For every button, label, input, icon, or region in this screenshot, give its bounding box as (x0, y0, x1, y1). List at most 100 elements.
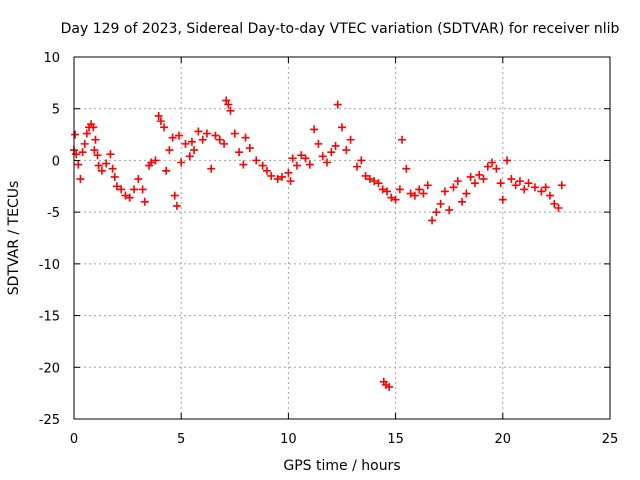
data-point (202, 129, 211, 138)
data-point (402, 164, 411, 173)
data-point (207, 164, 216, 173)
data-point (365, 175, 374, 184)
x-tick-label: 0 (70, 432, 78, 447)
y-tick-label: 10 (43, 51, 60, 66)
data-point (550, 199, 559, 208)
data-point (262, 166, 271, 175)
y-tick-label: -10 (39, 258, 60, 273)
y-tick-label: -15 (39, 310, 60, 325)
data-point (419, 189, 428, 198)
data-point (74, 160, 83, 169)
data-point (331, 141, 340, 150)
data-point (453, 177, 462, 186)
data-point (475, 170, 484, 179)
data-point (423, 181, 432, 190)
data-point (436, 199, 445, 208)
data-point (175, 131, 184, 140)
data-point (387, 193, 396, 202)
data-points (70, 96, 566, 391)
data-point (357, 156, 366, 165)
data-point (432, 208, 441, 217)
data-point (398, 135, 407, 144)
data-point (483, 162, 492, 171)
data-point (406, 189, 415, 198)
data-point (185, 152, 194, 161)
data-point (125, 193, 134, 202)
data-point (545, 191, 554, 200)
data-point (488, 158, 497, 167)
data-point (327, 148, 336, 157)
data-point (322, 158, 331, 167)
axis-ticks: 0 5 10 15 20 25 -25 -20 -15 -10 -5 0 5 10 (39, 51, 619, 447)
data-point (121, 191, 130, 200)
data-point (177, 158, 186, 167)
data-point (470, 179, 479, 188)
data-point (391, 195, 400, 204)
data-point (80, 139, 89, 148)
data-point (226, 106, 235, 115)
data-point (440, 187, 449, 196)
data-point (292, 161, 301, 170)
data-point (91, 135, 100, 144)
data-point (541, 183, 550, 192)
data-point (258, 161, 267, 170)
data-point (537, 187, 546, 196)
data-point (492, 164, 501, 173)
data-point (162, 166, 171, 175)
data-point (466, 172, 475, 181)
data-point (333, 100, 342, 109)
data-point (524, 179, 533, 188)
data-point (72, 150, 81, 159)
y-tick-label: -20 (39, 361, 60, 376)
data-point (187, 137, 196, 146)
data-point (496, 179, 505, 188)
data-point (361, 171, 370, 180)
y-tick-label: 5 (52, 103, 60, 118)
data-point (415, 185, 424, 194)
data-point (245, 144, 254, 153)
data-point (277, 172, 286, 181)
data-point (374, 179, 383, 188)
data-point (554, 204, 563, 213)
data-point (378, 185, 387, 194)
data-point (515, 177, 524, 186)
data-point (370, 177, 379, 186)
data-point (284, 168, 293, 177)
data-point (353, 162, 362, 171)
data-point (94, 161, 103, 170)
data-point (241, 133, 250, 142)
data-point (181, 139, 190, 148)
data-point (211, 131, 220, 140)
data-point (170, 191, 179, 200)
y-tick-label: -25 (39, 413, 60, 428)
data-point (198, 135, 207, 144)
y-axis-label: SDTVAR / TECUs (6, 181, 22, 296)
data-point (342, 146, 351, 155)
data-point (458, 197, 467, 206)
data-point (530, 183, 539, 192)
data-point (215, 135, 224, 144)
data-point (106, 150, 115, 159)
data-point (168, 133, 177, 142)
data-point (503, 156, 512, 165)
data-point (479, 175, 488, 184)
plot-frame (73, 56, 611, 420)
data-point (165, 146, 174, 155)
data-point (138, 185, 147, 194)
data-point (383, 187, 392, 196)
x-tick-label: 10 (280, 432, 297, 447)
data-point (314, 139, 323, 148)
data-point (160, 123, 169, 132)
data-point (112, 182, 121, 191)
data-point (273, 175, 282, 184)
data-point (557, 181, 566, 190)
data-point (190, 146, 199, 155)
data-point (410, 191, 419, 200)
data-point (151, 156, 160, 165)
data-point (338, 123, 346, 132)
data-point (286, 177, 295, 186)
data-point (310, 125, 319, 134)
data-point (76, 175, 85, 184)
data-point (224, 100, 233, 109)
